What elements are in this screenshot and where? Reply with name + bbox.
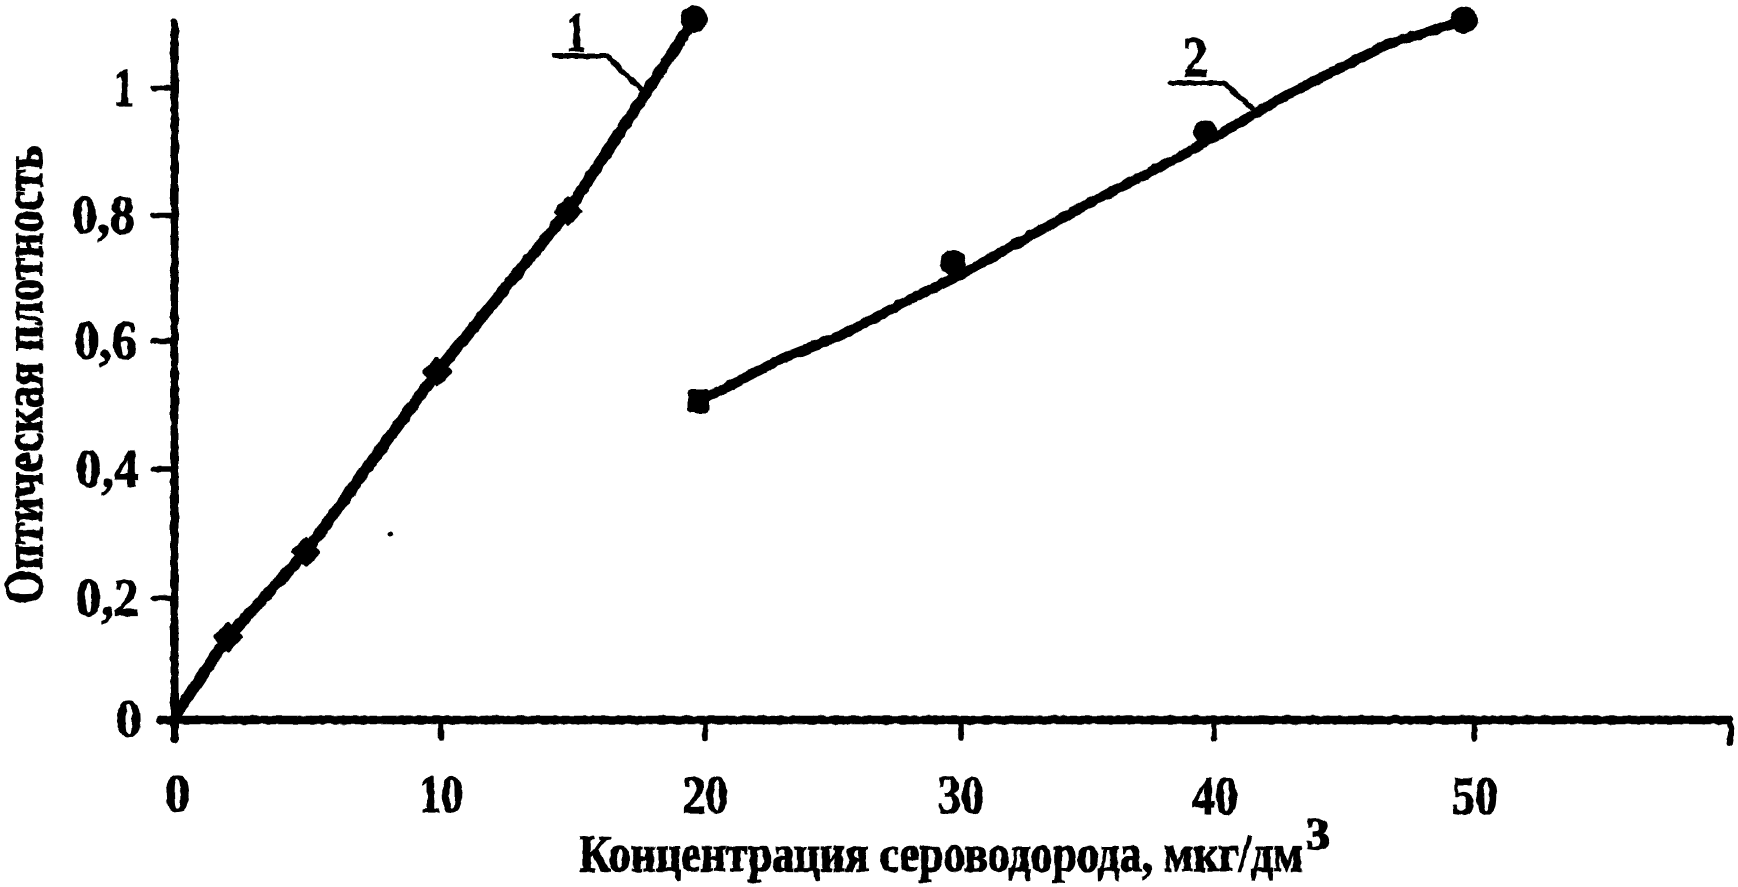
svg-text:0,2: 0,2 — [76, 568, 139, 628]
svg-text:Оптическая плотность: Оптическая плотность — [0, 146, 54, 604]
svg-text:40: 40 — [1192, 766, 1238, 826]
svg-text:10: 10 — [419, 764, 463, 824]
svg-text:0: 0 — [165, 764, 190, 824]
svg-text:30: 30 — [938, 765, 984, 825]
svg-text:0,8: 0,8 — [72, 185, 135, 245]
svg-text:2: 2 — [1183, 27, 1208, 89]
svg-text:0: 0 — [116, 689, 142, 749]
svg-text:50: 50 — [1452, 766, 1498, 826]
svg-text:20: 20 — [683, 765, 728, 825]
svg-text:0,4: 0,4 — [76, 439, 139, 499]
svg-text:1: 1 — [114, 58, 134, 118]
svg-text:3: 3 — [1306, 809, 1330, 859]
svg-text:0,6: 0,6 — [74, 311, 137, 371]
svg-text:1: 1 — [566, 2, 586, 64]
svg-text:Концентрация сероводорода, мкг: Концентрация сероводорода, мкг/дм — [579, 826, 1303, 883]
